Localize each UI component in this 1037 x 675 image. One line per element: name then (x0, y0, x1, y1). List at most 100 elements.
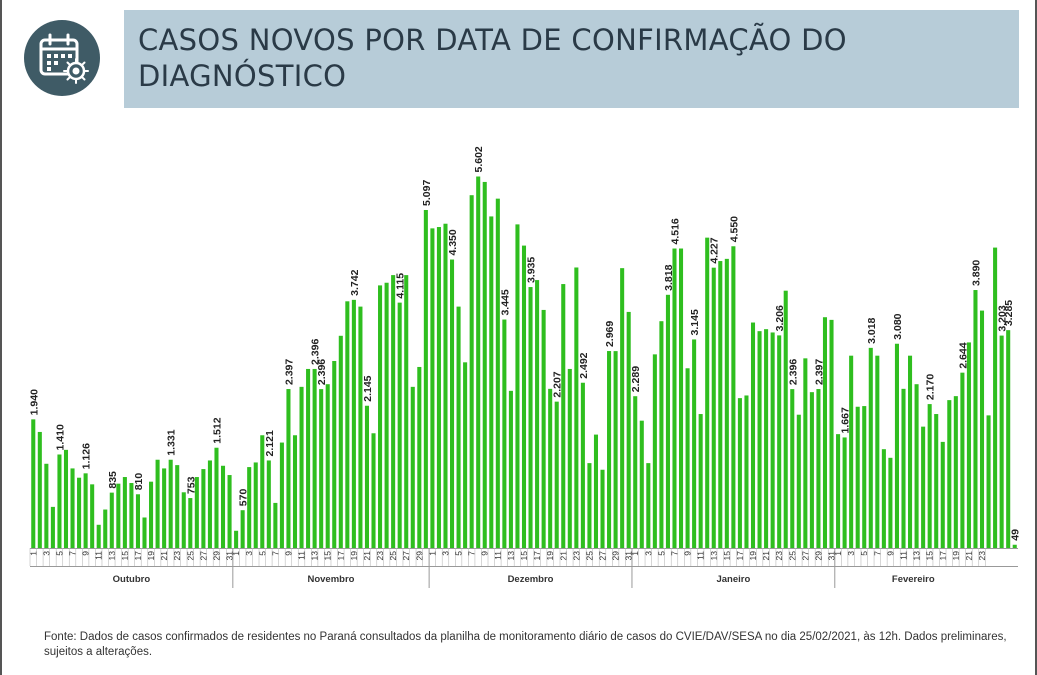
bar (332, 360, 337, 548)
bar (149, 481, 154, 548)
day-tick-label: 29 (414, 551, 424, 561)
bar (960, 372, 965, 548)
bar (155, 459, 160, 548)
bar (665, 294, 670, 548)
month-label: Janeiro (716, 574, 750, 585)
bar (142, 517, 147, 548)
day-tick-label: 31 (624, 551, 634, 561)
bar (489, 216, 494, 549)
bar (463, 362, 468, 548)
bar (286, 389, 291, 548)
bar (37, 431, 42, 548)
data-label: 4.350 (447, 229, 459, 255)
bar (77, 477, 82, 548)
bar (247, 467, 252, 548)
bar (580, 382, 585, 548)
data-label: 3.818 (663, 264, 675, 290)
bar (90, 484, 95, 548)
day-tick-label: 19 (748, 551, 758, 561)
month-label: Dezembro (508, 574, 554, 585)
day-tick-label: 23 (977, 551, 987, 561)
day-tick-label: 19 (146, 551, 156, 561)
day-tick-label: 15 (925, 551, 935, 561)
bar (914, 384, 919, 548)
bar (515, 224, 520, 548)
data-label: 4.115 (395, 273, 407, 299)
bar (234, 530, 239, 548)
bar (135, 494, 140, 548)
day-tick-label: 11 (94, 551, 104, 560)
bar (279, 442, 284, 548)
data-label: 835 (107, 471, 119, 489)
day-tick-label: 9 (885, 551, 895, 556)
day-tick-label: 13 (709, 551, 719, 561)
day-tick-label: 17 (133, 551, 143, 561)
bar (122, 477, 127, 548)
bar (312, 368, 317, 548)
day-tick-label: 31 (827, 551, 837, 561)
day-tick-label: 11 (493, 551, 503, 560)
data-label: 753 (185, 476, 197, 494)
day-tick-label: 9 (683, 551, 693, 556)
bar (855, 406, 860, 548)
data-label: 2.644 (957, 342, 969, 368)
data-label: 2.969 (604, 321, 616, 347)
bar (548, 388, 553, 548)
data-label: 5.602 (473, 146, 485, 172)
bar (901, 388, 906, 548)
bar (404, 275, 409, 548)
bar (868, 347, 873, 548)
day-tick-label: 19 (545, 551, 555, 561)
bar (319, 389, 324, 548)
bar (790, 389, 795, 548)
day-tick-label: 9 (81, 551, 91, 556)
bar (443, 223, 448, 548)
day-tick-label: 29 (813, 551, 823, 561)
day-tick-label: 19 (951, 551, 961, 561)
day-tick-label: 5 (54, 551, 64, 556)
day-tick-label: 21 (159, 551, 169, 561)
bar (842, 437, 847, 548)
bar (168, 459, 173, 548)
bar (796, 414, 801, 548)
bar (63, 449, 69, 548)
day-tick-label: 17 (938, 551, 948, 561)
bar (574, 267, 579, 548)
day-tick-label: 7 (467, 551, 477, 556)
day-tick-label: 27 (800, 551, 810, 561)
bar (639, 420, 644, 548)
data-label: 5.097 (421, 180, 433, 206)
data-label: 3.018 (866, 317, 878, 343)
bar (181, 492, 186, 548)
bar (881, 449, 886, 548)
data-label: 3.742 (349, 269, 361, 295)
bar (875, 355, 880, 548)
bar (371, 433, 376, 548)
bar (672, 248, 677, 548)
bar (266, 460, 271, 548)
bar (613, 351, 618, 548)
bar (894, 343, 899, 548)
bar (116, 483, 121, 548)
bar (679, 248, 684, 548)
bar (456, 306, 461, 548)
bar (750, 322, 756, 548)
data-label: 3.935 (526, 257, 538, 283)
bar (908, 355, 913, 548)
bar (620, 268, 625, 548)
day-tick-label: 21 (558, 551, 568, 561)
bar (469, 195, 474, 548)
data-label: 2.397 (813, 359, 825, 385)
bar (567, 368, 572, 548)
bar (273, 502, 278, 548)
bar (862, 406, 867, 548)
bar (109, 492, 114, 548)
bar (220, 465, 226, 548)
data-label: 1.126 (81, 443, 93, 469)
day-tick-label: 29 (211, 551, 221, 561)
bar (70, 468, 75, 548)
bar (986, 415, 991, 548)
day-tick-label: 3 (846, 551, 856, 556)
